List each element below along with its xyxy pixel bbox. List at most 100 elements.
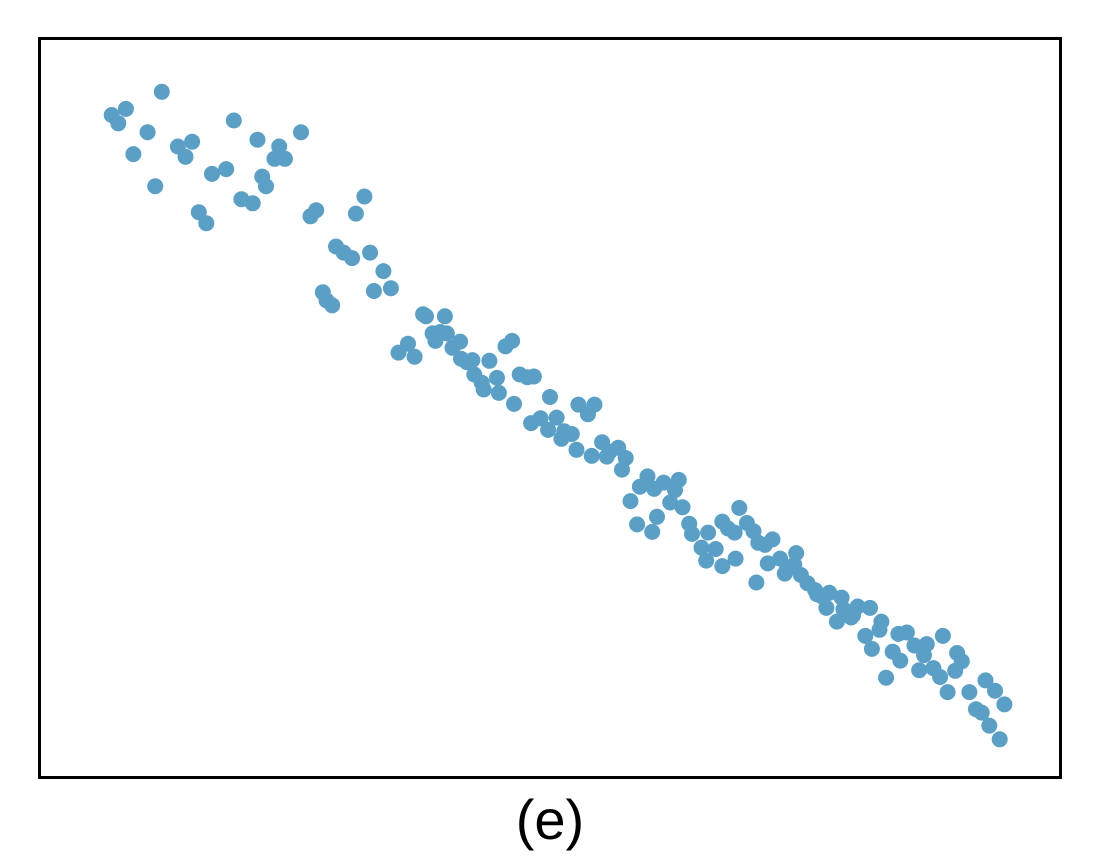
data-point [568,441,585,458]
data-point [453,350,469,367]
data-point [362,244,379,261]
data-point [726,524,743,541]
data-point [700,524,717,541]
data-point [153,83,170,100]
data-point [674,499,691,516]
data-point [553,430,570,447]
data-point [177,148,194,165]
data-point [892,652,909,669]
data-point [727,550,744,567]
data-point [375,263,392,280]
data-point [649,508,665,525]
data-point [890,625,907,642]
data-point [548,409,565,426]
data-point [916,647,932,664]
data-point [504,332,521,349]
data-point [684,525,700,542]
data-point [614,461,630,478]
data-point [540,421,557,438]
data-point [490,384,507,401]
data-point [314,284,331,301]
data-point [961,684,978,701]
data-point [271,138,288,155]
data-point [698,552,715,569]
data-point [418,308,434,325]
data-point [542,389,558,405]
data-point [809,586,825,603]
data-point [481,352,498,369]
data-point [981,717,998,734]
data-point [977,672,994,689]
data-point [622,493,639,510]
data-point [932,669,949,685]
data-point [204,165,220,182]
data-point [586,396,603,413]
data-point [644,523,661,540]
data-point [293,124,309,141]
data-point [244,195,261,212]
data-point [772,550,789,567]
data-point [987,682,1003,699]
data-point [406,348,423,365]
data-point [276,150,293,167]
data-point [707,541,724,557]
data-point [748,574,765,591]
data-point [583,447,600,464]
data-point [862,599,878,616]
data-point [438,325,455,342]
data-point [662,494,679,511]
data-point [714,558,731,575]
data-point [249,131,266,148]
data-point [878,669,895,686]
data-point [598,448,615,465]
data-point [655,474,672,491]
data-point [788,545,805,562]
data-point [400,335,416,352]
data-point [225,112,242,129]
data-point [629,516,646,533]
data-point [818,599,835,616]
data-point [475,381,492,398]
data-point [506,395,522,412]
data-point [147,178,164,195]
data-point [525,368,542,385]
data-point [110,115,127,132]
data-point [117,100,134,117]
data-point [693,539,710,556]
data-point [857,627,874,644]
data-point [139,124,156,141]
data-point [973,704,990,721]
data-point [347,205,364,222]
data-point [991,731,1008,748]
data-point [382,280,399,297]
data-point [873,613,890,630]
data-point [452,333,469,350]
data-point [863,640,880,657]
data-point [254,168,271,185]
data-points [103,83,1013,748]
data-point [184,133,201,150]
data-point [302,208,319,225]
plot-frame [38,37,1062,779]
data-point [845,607,861,624]
data-point [833,589,850,606]
data-point [996,696,1013,713]
data-point [218,161,235,178]
data-point [764,531,781,548]
data-point [776,565,793,582]
data-point [489,369,505,386]
data-point [828,613,845,630]
data-point [759,555,776,572]
data-point [198,215,215,232]
data-point [523,415,540,432]
data-point [356,188,373,205]
data-point [911,662,928,679]
data-point [821,584,838,601]
data-point [344,250,361,267]
data-point [731,499,748,516]
data-point [667,482,683,499]
data-point [427,332,444,349]
data-point [939,684,956,701]
data-point [436,308,453,325]
